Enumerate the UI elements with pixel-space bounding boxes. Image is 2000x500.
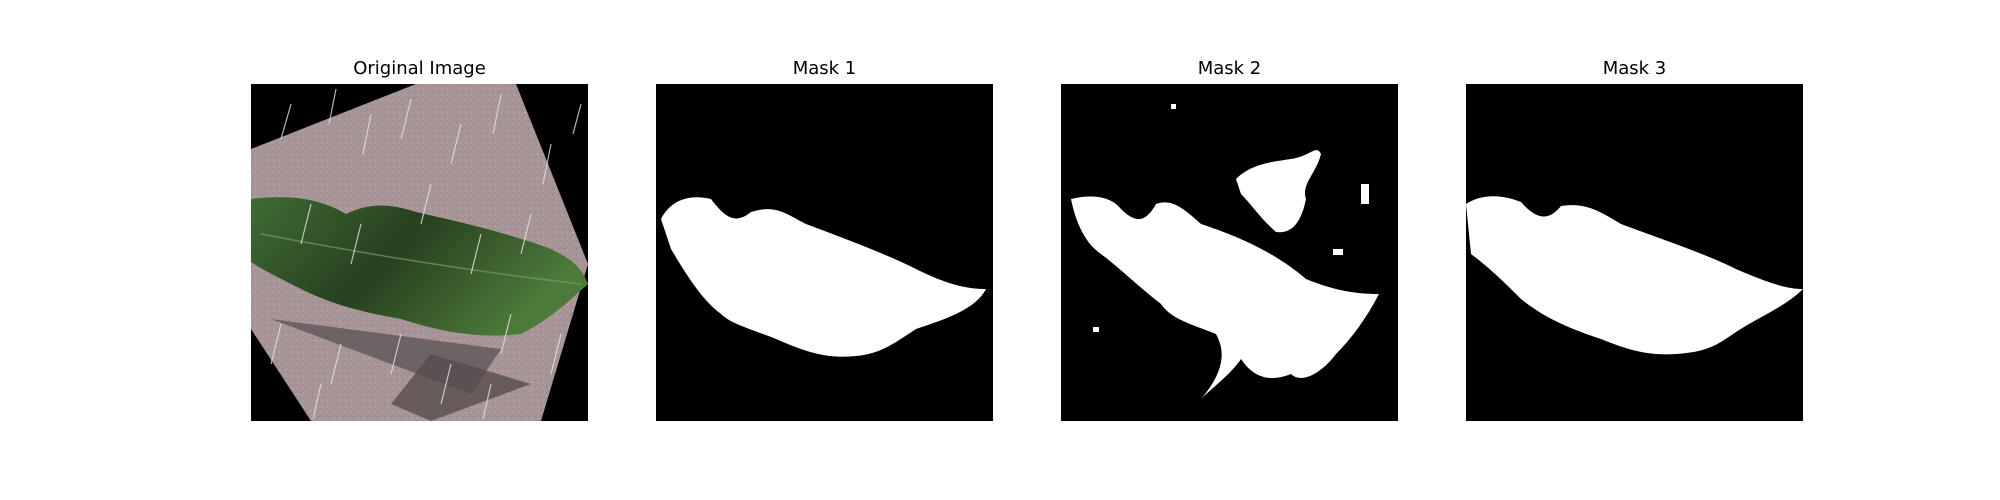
mask-3-panel [1466, 84, 1803, 421]
original-image [251, 84, 588, 421]
mask-2-panel [1061, 84, 1398, 421]
title-mask-2: Mask 2 [1197, 58, 1262, 79]
title-mask-1: Mask 1 [792, 58, 857, 79]
mask-2-image [1061, 84, 1398, 421]
mask-1-panel [656, 84, 993, 421]
title-original-image: Original Image [353, 58, 486, 79]
original-image-panel [251, 84, 588, 421]
mask-3-image [1466, 84, 1803, 421]
mask-1-image [656, 84, 993, 421]
title-mask-3: Mask 3 [1602, 58, 1667, 79]
